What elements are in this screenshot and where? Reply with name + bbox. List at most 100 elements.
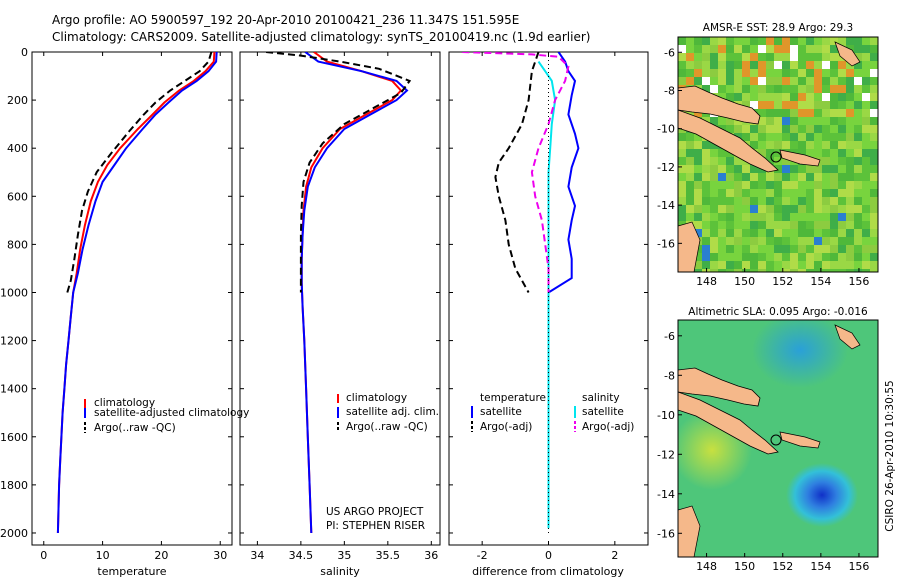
sst-cell <box>830 197 838 205</box>
sst-cell <box>854 189 862 197</box>
y-tick-label: 1800 <box>0 479 28 492</box>
sst-cell <box>694 61 702 69</box>
map-y-tick-label: -16 <box>657 527 675 540</box>
sst-cell <box>846 221 854 229</box>
sst-map-panel: AMSR-E SST: 28.9 Argo: 29.3 148 150 152 154… <box>657 22 879 288</box>
sst-cell <box>846 197 854 205</box>
salinity-ticks: 34 34.5 35 35.5 36 <box>240 51 440 562</box>
sst-cell <box>702 45 710 53</box>
sst-cell <box>862 45 870 53</box>
sst-cell <box>766 213 774 221</box>
sst-cell <box>678 77 686 85</box>
sst-cell <box>774 173 782 181</box>
sst-cell <box>822 37 830 45</box>
sst-cell <box>870 221 878 229</box>
sst-cell <box>798 229 806 237</box>
sst-cell <box>758 141 766 149</box>
sst-cell <box>862 85 870 93</box>
sst-cell <box>766 117 774 125</box>
sst-cell <box>750 205 758 213</box>
map-y-tick-label: -10 <box>657 409 675 422</box>
sst-cell <box>766 189 774 197</box>
sst-cell <box>734 261 742 269</box>
map-x-tick-label: 148 <box>696 560 717 573</box>
sst-cell <box>806 173 814 181</box>
sst-cell <box>790 93 798 101</box>
sst-cell <box>782 117 790 125</box>
sst-cell <box>758 101 766 109</box>
sst-cell <box>678 69 686 77</box>
sst-cell <box>774 181 782 189</box>
sst-cell <box>678 205 686 213</box>
pi-credit: PI: STEPHEN RISER <box>326 520 425 532</box>
sst-cell <box>710 61 718 69</box>
sst-cell <box>814 205 822 213</box>
sst-cell <box>790 173 798 181</box>
sst-cell <box>870 69 878 77</box>
sst-cell <box>758 69 766 77</box>
sst-cell <box>846 93 854 101</box>
sst-cell <box>814 245 822 253</box>
sst-cell <box>726 85 734 93</box>
sst-cell <box>774 101 782 109</box>
sst-cell <box>726 77 734 85</box>
sst-cell <box>702 181 710 189</box>
sst-cell <box>870 269 878 272</box>
sst-cell <box>782 173 790 181</box>
sst-cell <box>798 237 806 245</box>
sst-cell <box>686 109 694 117</box>
x-tick-label: 30 <box>213 549 227 562</box>
papuan-peninsula-land <box>678 109 779 173</box>
sst-cell <box>726 253 734 261</box>
sst-cell <box>854 253 862 261</box>
sst-cell <box>814 133 822 141</box>
sst-cell <box>758 37 766 45</box>
sst-cell <box>838 69 846 77</box>
sst-cell <box>774 53 782 61</box>
sst-cell <box>822 61 830 69</box>
sst-cell <box>822 229 830 237</box>
sst-cell <box>750 141 758 149</box>
sst-cell <box>702 157 710 165</box>
x-tick-label: 35 <box>337 549 351 562</box>
map-y-tick-label: -12 <box>657 161 675 174</box>
temperature-panel: 0 10 20 30 0 200 400 600 800 1000 1200 1400 1600 1800… <box>0 46 249 578</box>
sst-cell <box>766 149 774 157</box>
sst-cell <box>758 173 766 181</box>
sst-cell <box>814 45 822 53</box>
sst-cell <box>766 245 774 253</box>
sst-cell <box>766 133 774 141</box>
sst-cell <box>782 157 790 165</box>
sst-cell <box>838 93 846 101</box>
y-tick-label: 1600 <box>0 431 28 444</box>
sst-map-ticks: 148 150 152 154 156 -6 -8 -10 -12 -14 -16 <box>657 46 869 288</box>
sst-cell <box>798 85 806 93</box>
sst-cell <box>830 93 838 101</box>
sst-cell <box>726 37 734 45</box>
sst-cell <box>694 173 702 181</box>
sst-cell <box>734 213 742 221</box>
sst-cell <box>702 141 710 149</box>
sst-cell <box>790 101 798 109</box>
map-y-tick-label: -14 <box>657 199 675 212</box>
sst-cell <box>766 229 774 237</box>
sst-cell <box>782 37 790 45</box>
sst-cell <box>718 77 726 85</box>
sst-cell <box>734 221 742 229</box>
legend-label-satellite-adjusted: satellite-adjusted climatology <box>94 407 249 419</box>
sst-cell <box>734 37 742 45</box>
sst-cell <box>718 213 726 221</box>
sst-cell <box>774 61 782 69</box>
sst-cell <box>718 253 726 261</box>
sst-cell <box>838 245 846 253</box>
sst-cell <box>870 205 878 213</box>
sst-cell <box>814 85 822 93</box>
sla-map-title: Altimetric SLA: 0.095 Argo: -0.016 <box>688 306 868 318</box>
x-tick-label: 2 <box>611 549 618 562</box>
sst-cell <box>870 149 878 157</box>
sst-cell <box>854 101 862 109</box>
series-line-argo-raw-qc- <box>66 52 213 293</box>
sst-cell <box>686 197 694 205</box>
series-line-salinity-satellite <box>537 61 557 529</box>
australia-land <box>678 221 701 272</box>
